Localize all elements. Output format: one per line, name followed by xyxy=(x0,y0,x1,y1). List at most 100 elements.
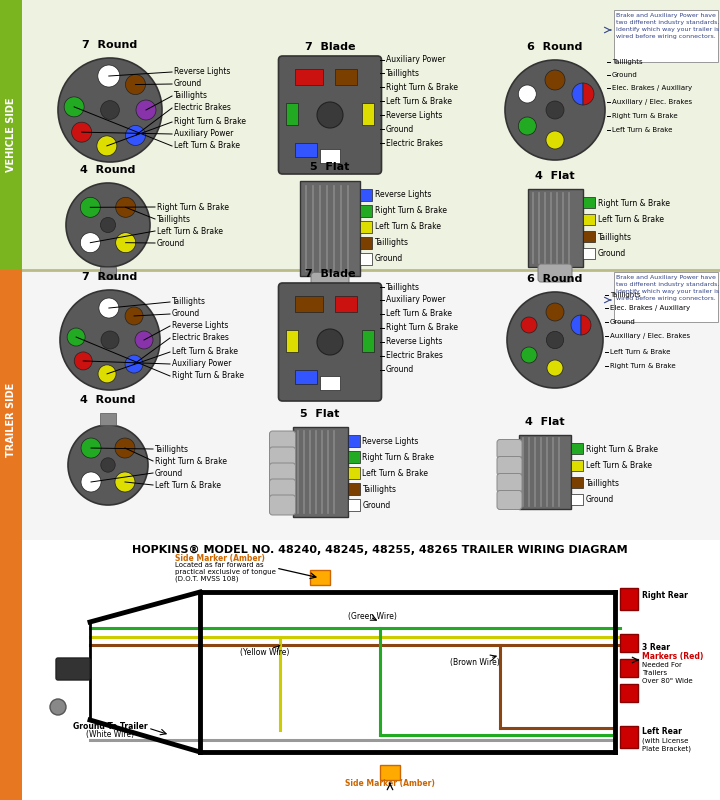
Text: Left Turn & Brake: Left Turn & Brake xyxy=(155,481,221,490)
Text: Ground: Ground xyxy=(385,366,414,374)
Bar xyxy=(362,103,374,125)
Bar xyxy=(360,253,372,265)
Circle shape xyxy=(136,100,156,120)
Text: Right Turn & Brake: Right Turn & Brake xyxy=(157,202,229,211)
Circle shape xyxy=(317,329,343,355)
Text: Left Turn & Brake: Left Turn & Brake xyxy=(385,310,451,318)
Text: Right Turn & Brake: Right Turn & Brake xyxy=(375,206,447,215)
Text: Ground: Ground xyxy=(375,254,403,263)
Text: Taillights: Taillights xyxy=(362,485,397,494)
Text: Right Turn & Brake: Right Turn & Brake xyxy=(385,82,457,91)
Bar xyxy=(100,267,116,279)
Text: Taillights: Taillights xyxy=(155,445,189,454)
Bar xyxy=(620,726,638,748)
Text: Right Rear: Right Rear xyxy=(642,590,688,599)
Bar xyxy=(22,540,720,800)
Bar xyxy=(295,69,323,85)
Text: Taillights: Taillights xyxy=(598,233,631,242)
Text: VEHICLE SIDE: VEHICLE SIDE xyxy=(6,98,16,172)
FancyBboxPatch shape xyxy=(269,447,295,467)
Circle shape xyxy=(125,307,143,325)
Text: (D.O.T. MVSS 108): (D.O.T. MVSS 108) xyxy=(175,576,238,582)
Bar xyxy=(348,499,359,511)
Circle shape xyxy=(101,101,120,119)
Bar xyxy=(571,494,583,505)
Circle shape xyxy=(101,218,115,233)
Bar xyxy=(320,149,340,163)
Text: 4  Round: 4 Round xyxy=(81,395,135,405)
Circle shape xyxy=(58,58,162,162)
Text: Ground: Ground xyxy=(385,125,414,134)
Circle shape xyxy=(60,290,160,390)
Wedge shape xyxy=(581,315,591,335)
Text: Electric Brakes: Electric Brakes xyxy=(172,334,229,342)
Circle shape xyxy=(98,65,120,87)
Text: Taillights: Taillights xyxy=(385,69,420,78)
Circle shape xyxy=(98,365,116,383)
Circle shape xyxy=(116,198,135,218)
Bar xyxy=(22,270,720,800)
Bar xyxy=(528,189,582,267)
Circle shape xyxy=(125,355,143,373)
Text: Side Marker (Amber): Side Marker (Amber) xyxy=(175,554,265,562)
Bar xyxy=(620,684,638,702)
FancyBboxPatch shape xyxy=(269,431,295,451)
Text: Left Rear: Left Rear xyxy=(642,727,682,737)
Circle shape xyxy=(81,233,100,253)
Text: 4  Round: 4 Round xyxy=(81,165,135,175)
FancyBboxPatch shape xyxy=(497,474,522,493)
Text: Plate Bracket): Plate Bracket) xyxy=(642,746,691,752)
Bar xyxy=(335,296,357,312)
Bar xyxy=(380,765,400,780)
Circle shape xyxy=(71,122,91,142)
Bar xyxy=(620,634,638,652)
Text: Right Turn & Brake: Right Turn & Brake xyxy=(362,453,434,462)
Text: Electric Brakes: Electric Brakes xyxy=(385,351,442,361)
Text: Elec. Brakes / Auxiliary: Elec. Brakes / Auxiliary xyxy=(610,305,690,311)
Text: Auxiliary / Elec. Brakes: Auxiliary / Elec. Brakes xyxy=(610,333,690,339)
Bar xyxy=(310,570,330,585)
Circle shape xyxy=(546,131,564,149)
Bar xyxy=(360,237,372,249)
Bar xyxy=(295,296,323,312)
Bar xyxy=(614,272,718,322)
FancyBboxPatch shape xyxy=(497,439,522,458)
Text: Taillights: Taillights xyxy=(385,282,420,291)
Text: 4  Flat: 4 Flat xyxy=(535,171,575,181)
Circle shape xyxy=(66,183,150,267)
Text: Reverse Lights: Reverse Lights xyxy=(172,322,228,330)
Text: Over 80" Wide: Over 80" Wide xyxy=(642,678,693,684)
Text: Ground: Ground xyxy=(157,238,185,247)
Wedge shape xyxy=(571,315,581,335)
Circle shape xyxy=(50,699,66,715)
Bar xyxy=(582,248,595,259)
Text: Ground: Ground xyxy=(586,495,614,505)
Text: (Yellow Wire): (Yellow Wire) xyxy=(240,647,289,657)
Text: Right Turn & Brake: Right Turn & Brake xyxy=(598,198,670,207)
Circle shape xyxy=(573,317,589,333)
Circle shape xyxy=(81,198,100,218)
Text: 4  Flat: 4 Flat xyxy=(525,417,564,427)
Text: Right Turn & Brake: Right Turn & Brake xyxy=(155,457,227,466)
Bar xyxy=(620,588,638,610)
Bar xyxy=(100,413,116,425)
Circle shape xyxy=(67,328,85,346)
Text: Auxiliary / Elec. Brakes: Auxiliary / Elec. Brakes xyxy=(612,99,692,105)
Text: 5  Flat: 5 Flat xyxy=(310,162,350,173)
Bar xyxy=(320,376,340,390)
Circle shape xyxy=(116,233,135,253)
FancyBboxPatch shape xyxy=(311,273,349,294)
Bar xyxy=(335,69,357,85)
Text: Reverse Lights: Reverse Lights xyxy=(375,190,431,199)
Circle shape xyxy=(545,70,565,90)
Text: Ground: Ground xyxy=(598,250,626,258)
FancyBboxPatch shape xyxy=(538,264,572,282)
Wedge shape xyxy=(583,83,594,105)
Text: practical exclusive of tongue: practical exclusive of tongue xyxy=(175,569,276,575)
FancyBboxPatch shape xyxy=(279,283,382,401)
Circle shape xyxy=(101,458,115,472)
Text: Auxiliary Power: Auxiliary Power xyxy=(174,130,233,138)
Text: Left Turn & Brake: Left Turn & Brake xyxy=(174,142,240,150)
Text: Right Turn & Brake: Right Turn & Brake xyxy=(586,445,658,454)
Bar xyxy=(348,435,359,447)
